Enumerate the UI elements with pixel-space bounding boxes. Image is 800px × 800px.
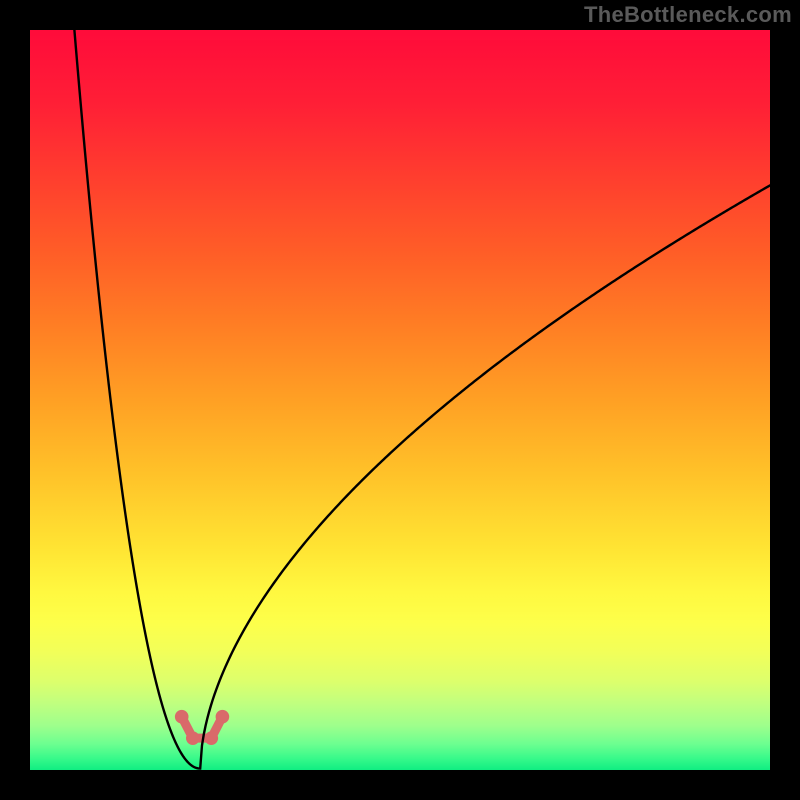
highlight-dot [205,731,219,745]
highlight-dot [216,710,230,724]
chart-svg [0,0,800,800]
highlight-dot [186,731,200,745]
chart-root: TheBottleneck.com [0,0,800,800]
plot-background [30,30,770,770]
highlight-dot [175,710,189,724]
